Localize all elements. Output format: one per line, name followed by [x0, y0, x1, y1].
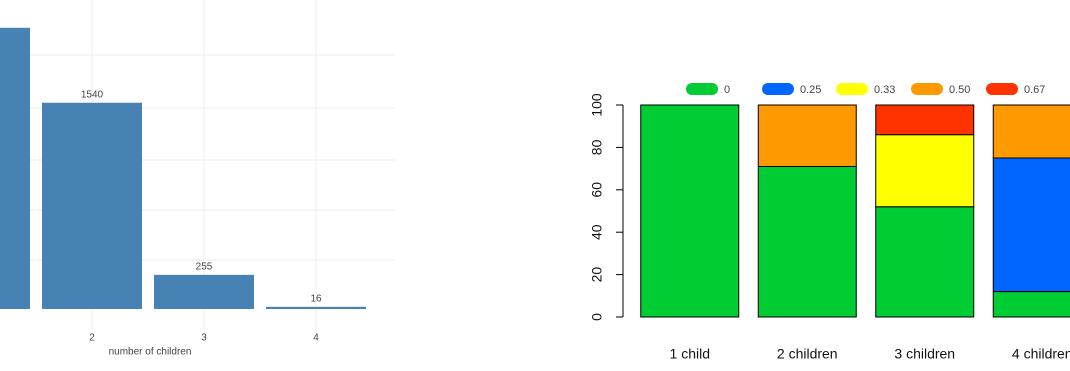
legend-label: 0	[724, 84, 730, 96]
y-tick-label: 80	[589, 139, 605, 155]
x-tick-label: 4 children	[1012, 346, 1070, 362]
x-axis-label: number of children	[109, 347, 192, 358]
legend-marker	[836, 83, 868, 95]
bar-segment	[875, 206, 975, 318]
data-label: 255	[196, 261, 213, 272]
x-tick-label: 3	[201, 333, 207, 344]
bar-segment	[640, 104, 740, 318]
bar-segment	[875, 134, 975, 208]
legend-label: 0.25	[800, 84, 821, 96]
legend-label: 0.50	[949, 84, 970, 96]
bar-segment	[992, 157, 1070, 293]
y-tick-label: 100	[589, 93, 605, 117]
y-tick-label: 20	[589, 267, 605, 283]
legend-marker	[686, 83, 718, 95]
bar	[266, 306, 366, 309]
legend-marker	[986, 83, 1018, 95]
y-tick-label: 0	[589, 313, 605, 321]
bar-segment	[992, 291, 1070, 318]
bar	[0, 27, 30, 310]
x-tick-label: 3 children	[894, 346, 955, 362]
legend-marker	[911, 83, 943, 95]
bar	[154, 274, 254, 309]
legend-label: 0.33	[874, 84, 895, 96]
bar-segment	[875, 104, 975, 136]
data-label: 1540	[81, 89, 104, 100]
data-label: 16	[310, 293, 322, 304]
x-tick-label: 1 child	[670, 346, 710, 362]
x-tick-label: 2 children	[777, 346, 838, 362]
bar-segment	[757, 104, 857, 167]
x-tick-label: 4	[313, 333, 319, 344]
legend-marker	[762, 83, 794, 95]
legend-label: 0.67	[1024, 84, 1045, 96]
y-tick-label: 40	[589, 224, 605, 240]
bar	[42, 102, 142, 309]
x-tick-label: 2	[89, 333, 95, 344]
y-tick-label: 60	[589, 182, 605, 198]
bar-segment	[757, 165, 857, 318]
bar-segment	[992, 104, 1070, 159]
